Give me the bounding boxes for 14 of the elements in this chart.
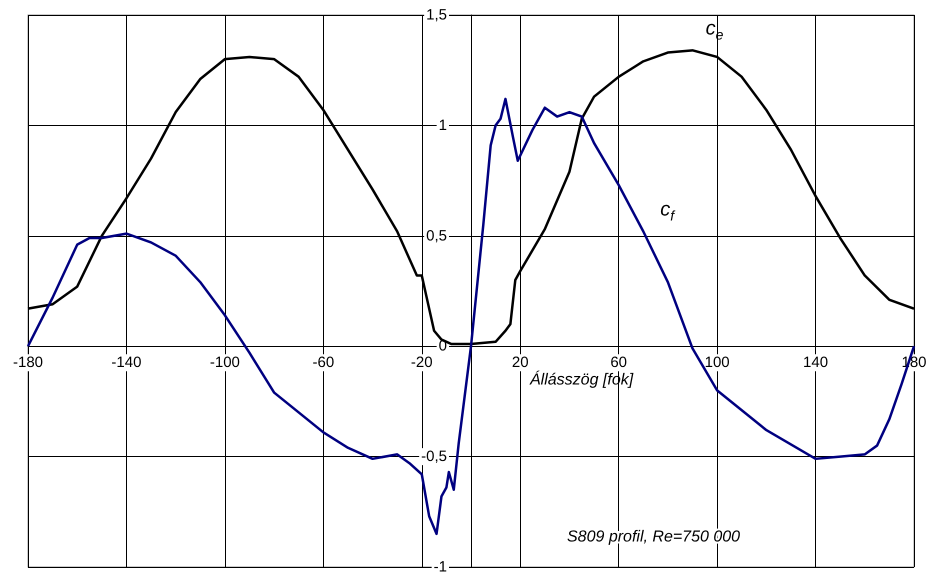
x-tick-label: 20 — [512, 354, 529, 372]
y-tick-label: 0,5 — [426, 227, 447, 244]
x-tick-label: 60 — [610, 354, 628, 372]
y-tick-label: -1 — [434, 558, 447, 576]
y-tick-label: 1,5 — [426, 6, 447, 24]
x-tick-label: -60 — [312, 354, 334, 372]
y-tick-label: 1 — [438, 116, 447, 134]
x-tick-label: -140 — [111, 354, 142, 372]
x-tick-label: 100 — [704, 354, 730, 372]
x-tick-label: -20 — [410, 354, 433, 372]
x-tick-label: -180 — [12, 354, 44, 372]
x-tick-label: -100 — [210, 354, 240, 372]
x-tick-label: 140 — [803, 354, 828, 372]
y-tick-label: -0,5 — [421, 448, 447, 466]
